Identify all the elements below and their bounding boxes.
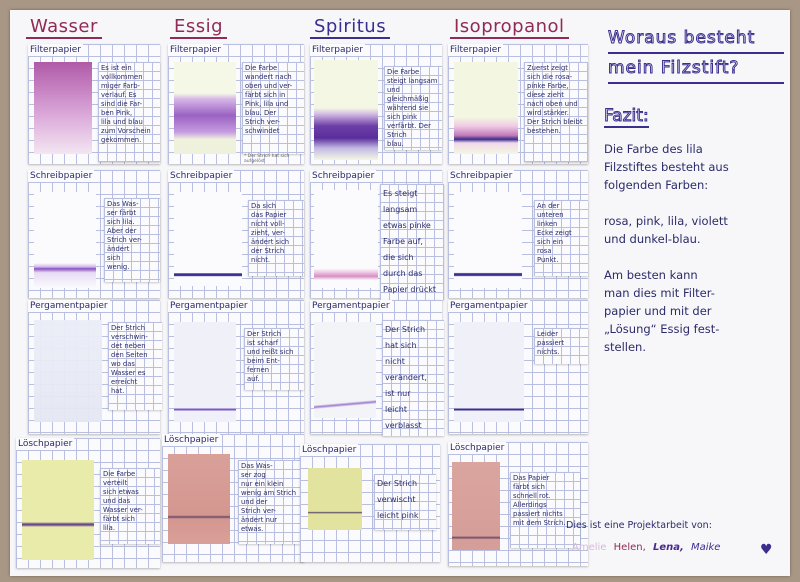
fazit-heading: Fazit: — [604, 106, 649, 128]
credit-text: Dies ist eine Projektarbeit von: — [566, 520, 712, 531]
observation-text: Der Strich hat sich nicht verändert, ist… — [382, 320, 444, 436]
cell-label: Pergamentpapier — [28, 300, 110, 312]
blotting-paper-sample — [452, 462, 500, 550]
writing-paper-sample — [34, 192, 96, 288]
parchment-paper-sample — [454, 322, 524, 422]
poster-title: Woraus besteht mein Filzstift? — [608, 24, 784, 84]
cell-card: Filterpapier Zuerst zeigt sich die rosa-… — [448, 44, 588, 164]
cell-label: Schreibpapier — [168, 170, 235, 182]
cell-label: Schreibpapier — [310, 170, 377, 182]
column-header-essig: Essig — [170, 16, 228, 39]
observation-text: Die Farbe wandert nach oben und ver- fär… — [242, 62, 304, 154]
cell-card: Pergamentpapier Der Strich ist scharf un… — [168, 300, 304, 434]
cell-card: Löschpapier Das Was- ser zog nur ein kle… — [162, 434, 304, 562]
cell-label: Pergamentpapier — [310, 300, 392, 312]
author-name: Lena, — [652, 542, 684, 553]
author-name: Helen, — [613, 542, 646, 553]
observation-text: Da sich das Papier nicht voll- zieht, ve… — [248, 200, 304, 276]
cell-label: Filterpapier — [28, 44, 83, 56]
heart-icon: ♥ — [760, 542, 773, 558]
observation-text: Das Was- ser färbt sich lila. Aber der S… — [104, 198, 160, 282]
observation-text: Der Strich ist scharf und reißt sich bei… — [244, 328, 304, 390]
cell-label: Löschpapier — [16, 438, 75, 450]
observation-text: Die Farbe verteilt sich etwas und das Wa… — [100, 468, 160, 544]
filter-paper-sample — [174, 62, 236, 154]
blotting-paper-sample — [308, 468, 362, 530]
title-line-1: Woraus besteht — [608, 24, 784, 54]
author-name: Maike — [690, 542, 721, 553]
cell-card: Schreibpapier Das Was- ser färbt sich li… — [28, 170, 160, 298]
cell-card: Filterpapier Die Farbe wandert nach oben… — [168, 44, 304, 164]
observation-text: Das Papier färbt sich schnell rot. Aller… — [510, 472, 580, 548]
cell-card: Löschpapier Der Strich verwischt leicht … — [300, 444, 440, 562]
cell-card: Filterpapier Es ist ein vollkommen miger… — [28, 44, 160, 164]
observation-text: Es steigt langsam etwas pinke Farbe auf,… — [380, 184, 444, 300]
cell-label: Filterpapier — [448, 44, 503, 56]
cell-card: Schreibpapier Es steigt langsam etwas pi… — [310, 170, 442, 298]
parchment-paper-sample — [174, 322, 236, 422]
cell-card: Pergamentpapier Der Strich hat sich nich… — [310, 300, 442, 434]
author-names: Amelie Helen, Lena, Maike — [572, 542, 724, 553]
writing-paper-sample — [314, 190, 378, 288]
cell-card: Schreibpapier Da sich das Papier nicht v… — [168, 170, 304, 298]
filter-paper-sample — [314, 60, 378, 160]
observation-text: Zuerst zeigt sich die rosa- pinke Farbe,… — [524, 62, 588, 162]
cell-label: Löschpapier — [300, 444, 359, 456]
footnote: * Der Strich hat sich aufgelöst — [244, 154, 290, 164]
parchment-paper-sample — [314, 322, 376, 418]
fazit-text: Die Farbe des lila Filzstiftes besteht a… — [604, 142, 729, 354]
observation-text: An der unteren linken Ecke zeigt sich ei… — [534, 200, 588, 276]
observation-text: Es ist ein vollkommen miger Farb- verlau… — [98, 62, 160, 162]
cell-card: Pergamentpapier Der Strich verschwin- de… — [28, 300, 160, 434]
blotting-paper-sample — [168, 454, 230, 544]
filter-paper-sample — [454, 62, 518, 154]
cell-label: Filterpapier — [168, 44, 223, 56]
column-header-wasser: Wasser — [26, 16, 102, 39]
observation-text: Der Strich verwischt leicht pink — [374, 474, 436, 530]
author-name: Amelie — [572, 542, 607, 553]
observation-text: Die Farbe steigt langsam und gleichmäßig… — [384, 66, 442, 150]
blotting-paper-sample — [22, 460, 94, 560]
cell-label: Pergamentpapier — [168, 300, 250, 312]
cell-card: Schreibpapier An der unteren linken Ecke… — [448, 170, 588, 298]
poster: Wasser Essig Spiritus Isopropanol Filter… — [10, 10, 790, 576]
observation-text: Das Was- ser zog nur ein klein wenig am … — [238, 460, 300, 544]
cell-label: Pergamentpapier — [448, 300, 530, 312]
cell-card: Löschpapier Die Farbe verteilt sich etwa… — [16, 438, 160, 568]
cell-label: Filterpapier — [310, 44, 365, 56]
cell-card: Löschpapier Das Papier färbt sich schnel… — [448, 442, 588, 566]
filter-paper-sample — [34, 62, 92, 154]
cell-label: Schreibpapier — [448, 170, 515, 182]
title-line-2: mein Filzstift? — [608, 54, 784, 84]
parchment-paper-sample — [34, 320, 102, 422]
cell-card: Filterpapier Die Farbe steigt langsam un… — [310, 44, 442, 164]
cell-label: Löschpapier — [448, 442, 507, 454]
column-header-isopropanol: Isopropanol — [450, 16, 569, 39]
observation-text: Der Strich verschwin- det neben den Seit… — [108, 322, 162, 410]
observation-text: Leider passiert nichts. — [534, 328, 588, 364]
cell-label: Löschpapier — [162, 434, 221, 446]
cell-card: Pergamentpapier Leider passiert nichts. — [448, 300, 588, 434]
writing-paper-sample — [454, 192, 522, 288]
writing-paper-sample — [174, 192, 242, 286]
cell-label: Schreibpapier — [28, 170, 95, 182]
column-header-spiritus: Spiritus — [310, 16, 391, 39]
